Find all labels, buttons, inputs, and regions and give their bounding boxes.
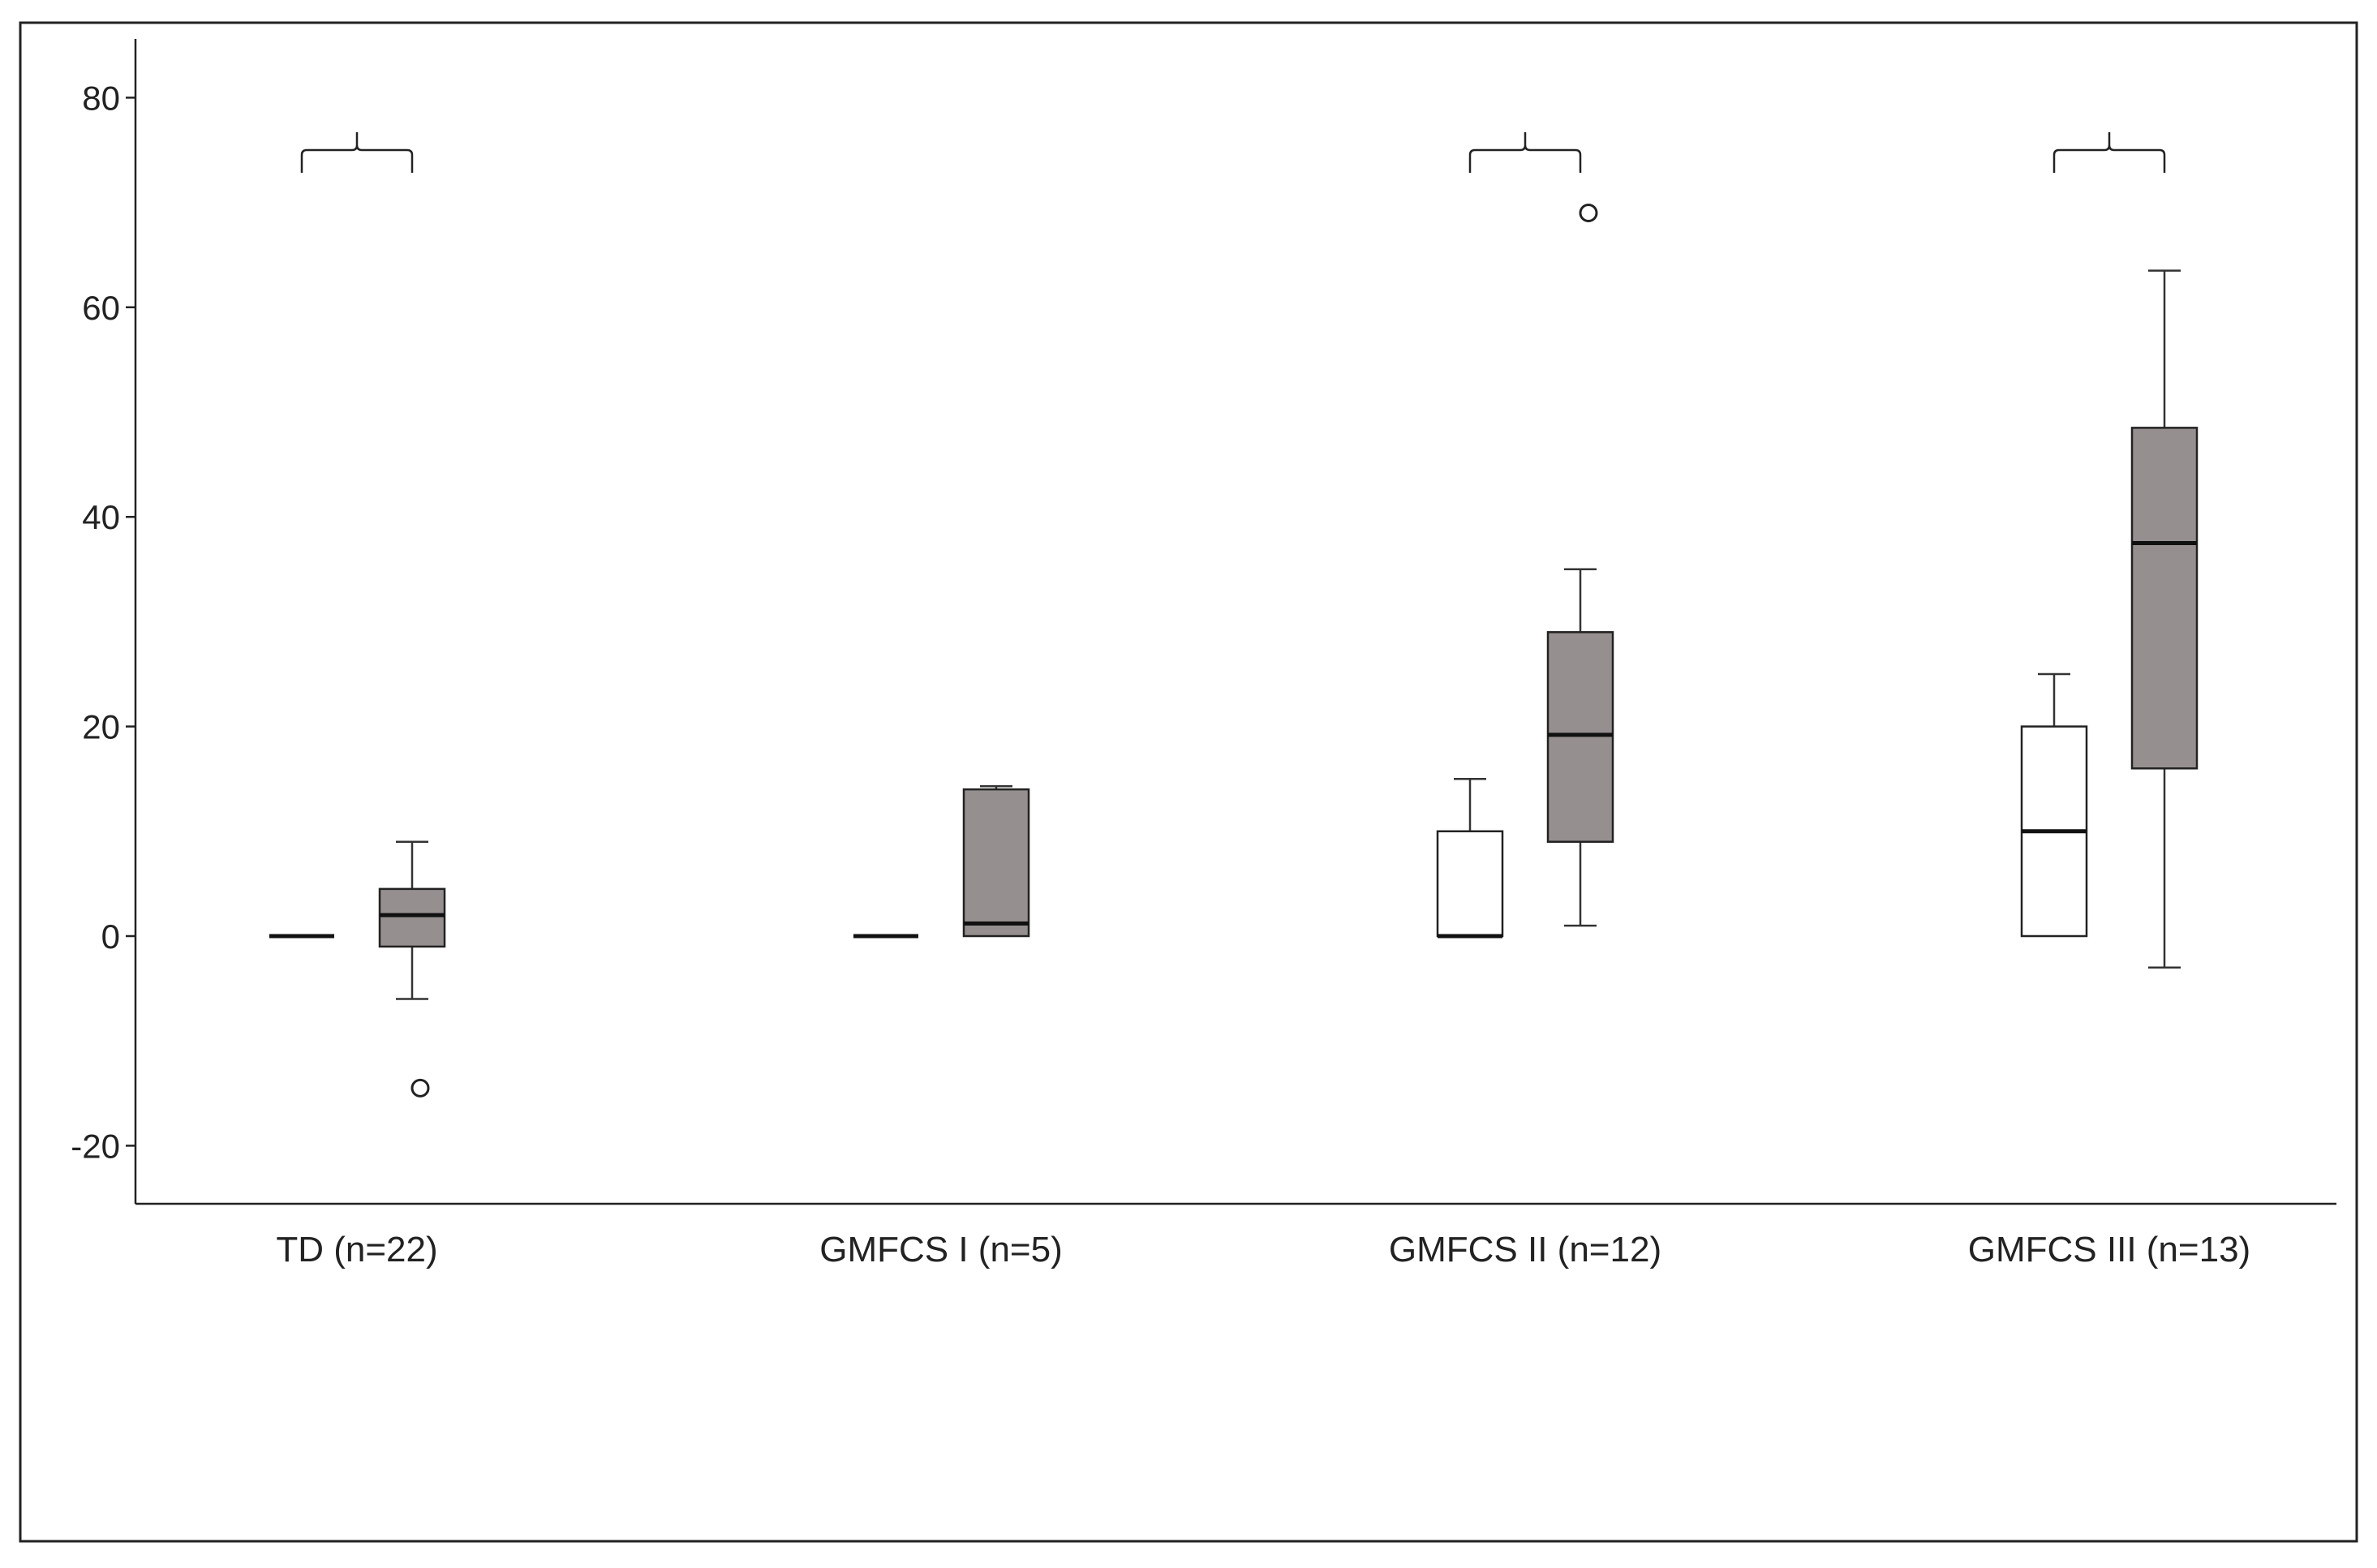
x-axis-labels: TD (n=22) GMFCS I (n=5) GMFCS II (n=12) GMF… <box>276 1230 2250 1269</box>
y-tick-label: 60 <box>82 289 120 327</box>
box-iqr <box>378 887 446 948</box>
y-tick-label: 40 <box>82 498 120 536</box>
y-axis-ticks: -20 0 20 40 60 80 <box>71 79 135 1165</box>
y-tick-label: 20 <box>82 708 120 746</box>
box-plot <box>378 840 446 1098</box>
y-tick-label: 0 <box>101 917 120 956</box>
significance-brackets <box>300 132 2166 173</box>
significance-bracket <box>1468 132 1582 173</box>
box-series <box>269 204 2199 1098</box>
box-plot <box>1436 777 1504 939</box>
outlier-point <box>1579 204 1598 223</box>
box-iqr <box>2130 427 2199 770</box>
box-plot <box>1546 204 1614 927</box>
y-tick-label: -20 <box>71 1127 120 1165</box>
box-plot <box>962 784 1030 938</box>
box-plot <box>2020 672 2088 938</box>
x-category-label: GMFCS I (n=5) <box>819 1230 1063 1269</box>
significance-bracket <box>300 132 414 173</box>
y-tick-label: 80 <box>82 79 120 117</box>
box-iqr <box>1546 631 1614 843</box>
box-plot <box>2130 269 2199 969</box>
box-iqr <box>1436 830 1504 938</box>
figure-border <box>19 21 2358 1543</box>
significance-bracket <box>2052 132 2166 173</box>
x-category-label: GMFCS II (n=12) <box>1389 1230 1661 1269</box>
outlier-point <box>410 1078 430 1098</box>
x-category-label: GMFCS III (n=13) <box>1968 1230 2250 1269</box>
box-iqr <box>962 788 1030 938</box>
x-category-label: TD (n=22) <box>276 1230 437 1269</box>
